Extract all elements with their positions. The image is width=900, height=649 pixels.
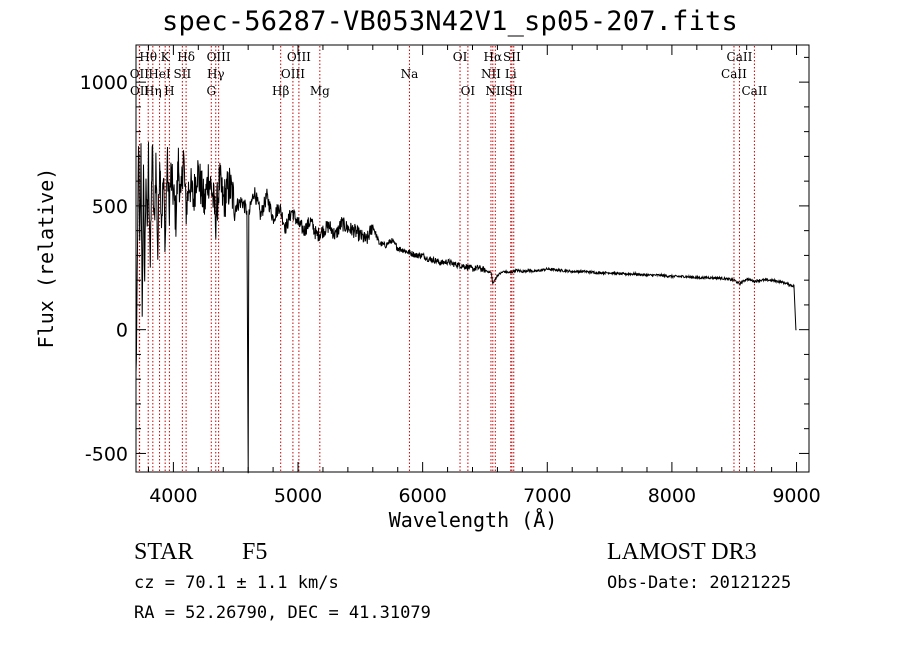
line-marker-label: SII <box>505 84 523 98</box>
line-marker-label: K <box>161 50 171 64</box>
object-class: STAR <box>134 539 194 565</box>
line-marker-label: HeI <box>148 67 171 81</box>
y-tick-label: 1000 <box>80 72 128 94</box>
line-marker-label: OIII <box>287 50 311 64</box>
line-marker-label: Hη <box>144 84 162 98</box>
line-marker-label: OII <box>130 67 150 81</box>
x-axis-label: Wavelength (Å) <box>388 508 558 532</box>
line-marker-label: SII <box>503 50 521 64</box>
line-marker-label: OIII <box>207 50 231 64</box>
line-marker-label: G <box>206 84 216 98</box>
survey-name: LAMOST DR3 <box>607 539 757 565</box>
line-marker-label: CaII <box>741 84 767 98</box>
line-marker-label: OIII <box>281 67 305 81</box>
x-tick-label: 4000 <box>149 485 197 507</box>
redshift-velocity: cz = 70.1 ± 1.1 km/s <box>134 573 339 593</box>
spectrum-series-line <box>135 142 797 474</box>
line-marker-label: Na <box>401 67 419 81</box>
x-tick-label: 8000 <box>648 485 696 507</box>
line-marker-label: Li <box>505 67 517 81</box>
axis-ticks <box>136 45 809 472</box>
line-marker-label: NII <box>481 67 501 81</box>
y-tick-label: 500 <box>92 196 128 218</box>
line-markers <box>138 46 755 471</box>
line-marker-label: Hβ <box>272 84 289 98</box>
line-marker-labels: OIIOIIHθHηHeIKHSIIHδGHγOIIIHβOIIIOIIIMgN… <box>130 50 768 98</box>
line-marker-label: Hα <box>484 50 503 64</box>
sky-coordinates: RA = 52.26790, DEC = 41.31079 <box>134 603 431 623</box>
line-marker-label: Hδ <box>177 50 195 64</box>
x-tick-label: 6000 <box>398 485 446 507</box>
line-marker-label: Hθ <box>139 50 157 64</box>
y-tick-label: -500 <box>85 443 128 465</box>
line-marker-label: Hγ <box>207 67 225 81</box>
line-marker-label: Mg <box>310 84 330 98</box>
line-marker-label: NII <box>485 84 505 98</box>
line-marker-label: SII <box>174 67 192 81</box>
line-marker-label: CaII <box>721 67 747 81</box>
x-tick-label: 9000 <box>772 485 820 507</box>
observation-date: Obs-Date: 20121225 <box>607 573 792 593</box>
line-marker-label: OII <box>130 84 150 98</box>
object-subclass: F5 <box>242 539 268 565</box>
line-marker-label: OI <box>453 50 468 64</box>
chart-title: spec-56287-VB053N42V1_sp05-207.fits <box>162 6 738 37</box>
y-axis-label: Flux (relative) <box>34 168 58 349</box>
line-marker-label: CaII <box>727 50 753 64</box>
line-marker-label: H <box>164 84 174 98</box>
line-marker-label: OI <box>461 84 476 98</box>
tick-labels: 4000 5000 6000 7000 8000 9000 -500 0 500 1000 <box>80 72 821 507</box>
plot-frame <box>135 44 810 473</box>
x-tick-label: 7000 <box>523 485 571 507</box>
x-tick-label: 5000 <box>274 485 322 507</box>
y-tick-label: 0 <box>116 320 128 342</box>
